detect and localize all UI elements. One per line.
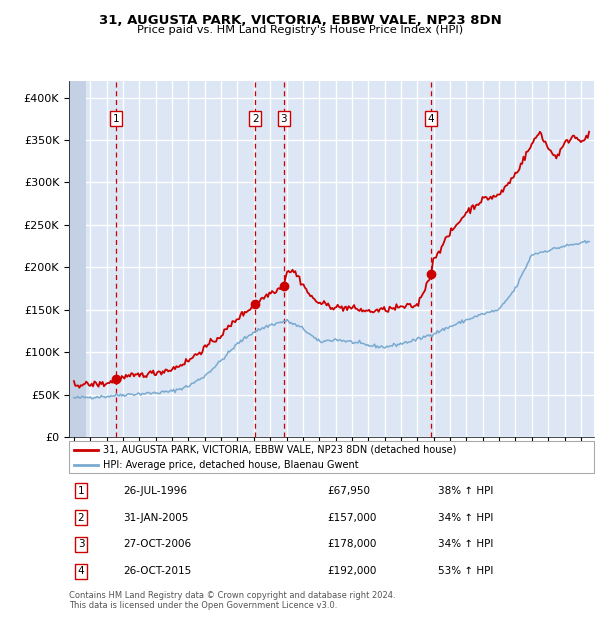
Bar bbox=[69, 81, 86, 437]
Text: £178,000: £178,000 bbox=[327, 539, 376, 549]
Text: 31, AUGUSTA PARK, VICTORIA, EBBW VALE, NP23 8DN (detached house): 31, AUGUSTA PARK, VICTORIA, EBBW VALE, N… bbox=[103, 445, 457, 454]
Text: 26-OCT-2015: 26-OCT-2015 bbox=[123, 566, 191, 576]
Text: Contains HM Land Registry data © Crown copyright and database right 2024.: Contains HM Land Registry data © Crown c… bbox=[69, 591, 395, 600]
Text: 38% ↑ HPI: 38% ↑ HPI bbox=[438, 486, 493, 496]
Text: 4: 4 bbox=[77, 566, 85, 576]
Text: This data is licensed under the Open Government Licence v3.0.: This data is licensed under the Open Gov… bbox=[69, 601, 337, 609]
Text: 34% ↑ HPI: 34% ↑ HPI bbox=[438, 513, 493, 523]
Text: 31-JAN-2005: 31-JAN-2005 bbox=[123, 513, 188, 523]
Text: 53% ↑ HPI: 53% ↑ HPI bbox=[438, 566, 493, 576]
Text: Price paid vs. HM Land Registry's House Price Index (HPI): Price paid vs. HM Land Registry's House … bbox=[137, 25, 463, 35]
Text: HPI: Average price, detached house, Blaenau Gwent: HPI: Average price, detached house, Blae… bbox=[103, 460, 359, 470]
Text: 2: 2 bbox=[77, 513, 85, 523]
Text: 1: 1 bbox=[77, 486, 85, 496]
Text: £157,000: £157,000 bbox=[327, 513, 376, 523]
Text: £192,000: £192,000 bbox=[327, 566, 376, 576]
Text: 1: 1 bbox=[113, 114, 119, 124]
Text: 26-JUL-1996: 26-JUL-1996 bbox=[123, 486, 187, 496]
Text: 3: 3 bbox=[280, 114, 287, 124]
Text: 4: 4 bbox=[428, 114, 434, 124]
Text: 34% ↑ HPI: 34% ↑ HPI bbox=[438, 539, 493, 549]
Text: £67,950: £67,950 bbox=[327, 486, 370, 496]
Text: 31, AUGUSTA PARK, VICTORIA, EBBW VALE, NP23 8DN: 31, AUGUSTA PARK, VICTORIA, EBBW VALE, N… bbox=[98, 14, 502, 27]
Text: 27-OCT-2006: 27-OCT-2006 bbox=[123, 539, 191, 549]
Text: 2: 2 bbox=[252, 114, 259, 124]
Text: 3: 3 bbox=[77, 539, 85, 549]
